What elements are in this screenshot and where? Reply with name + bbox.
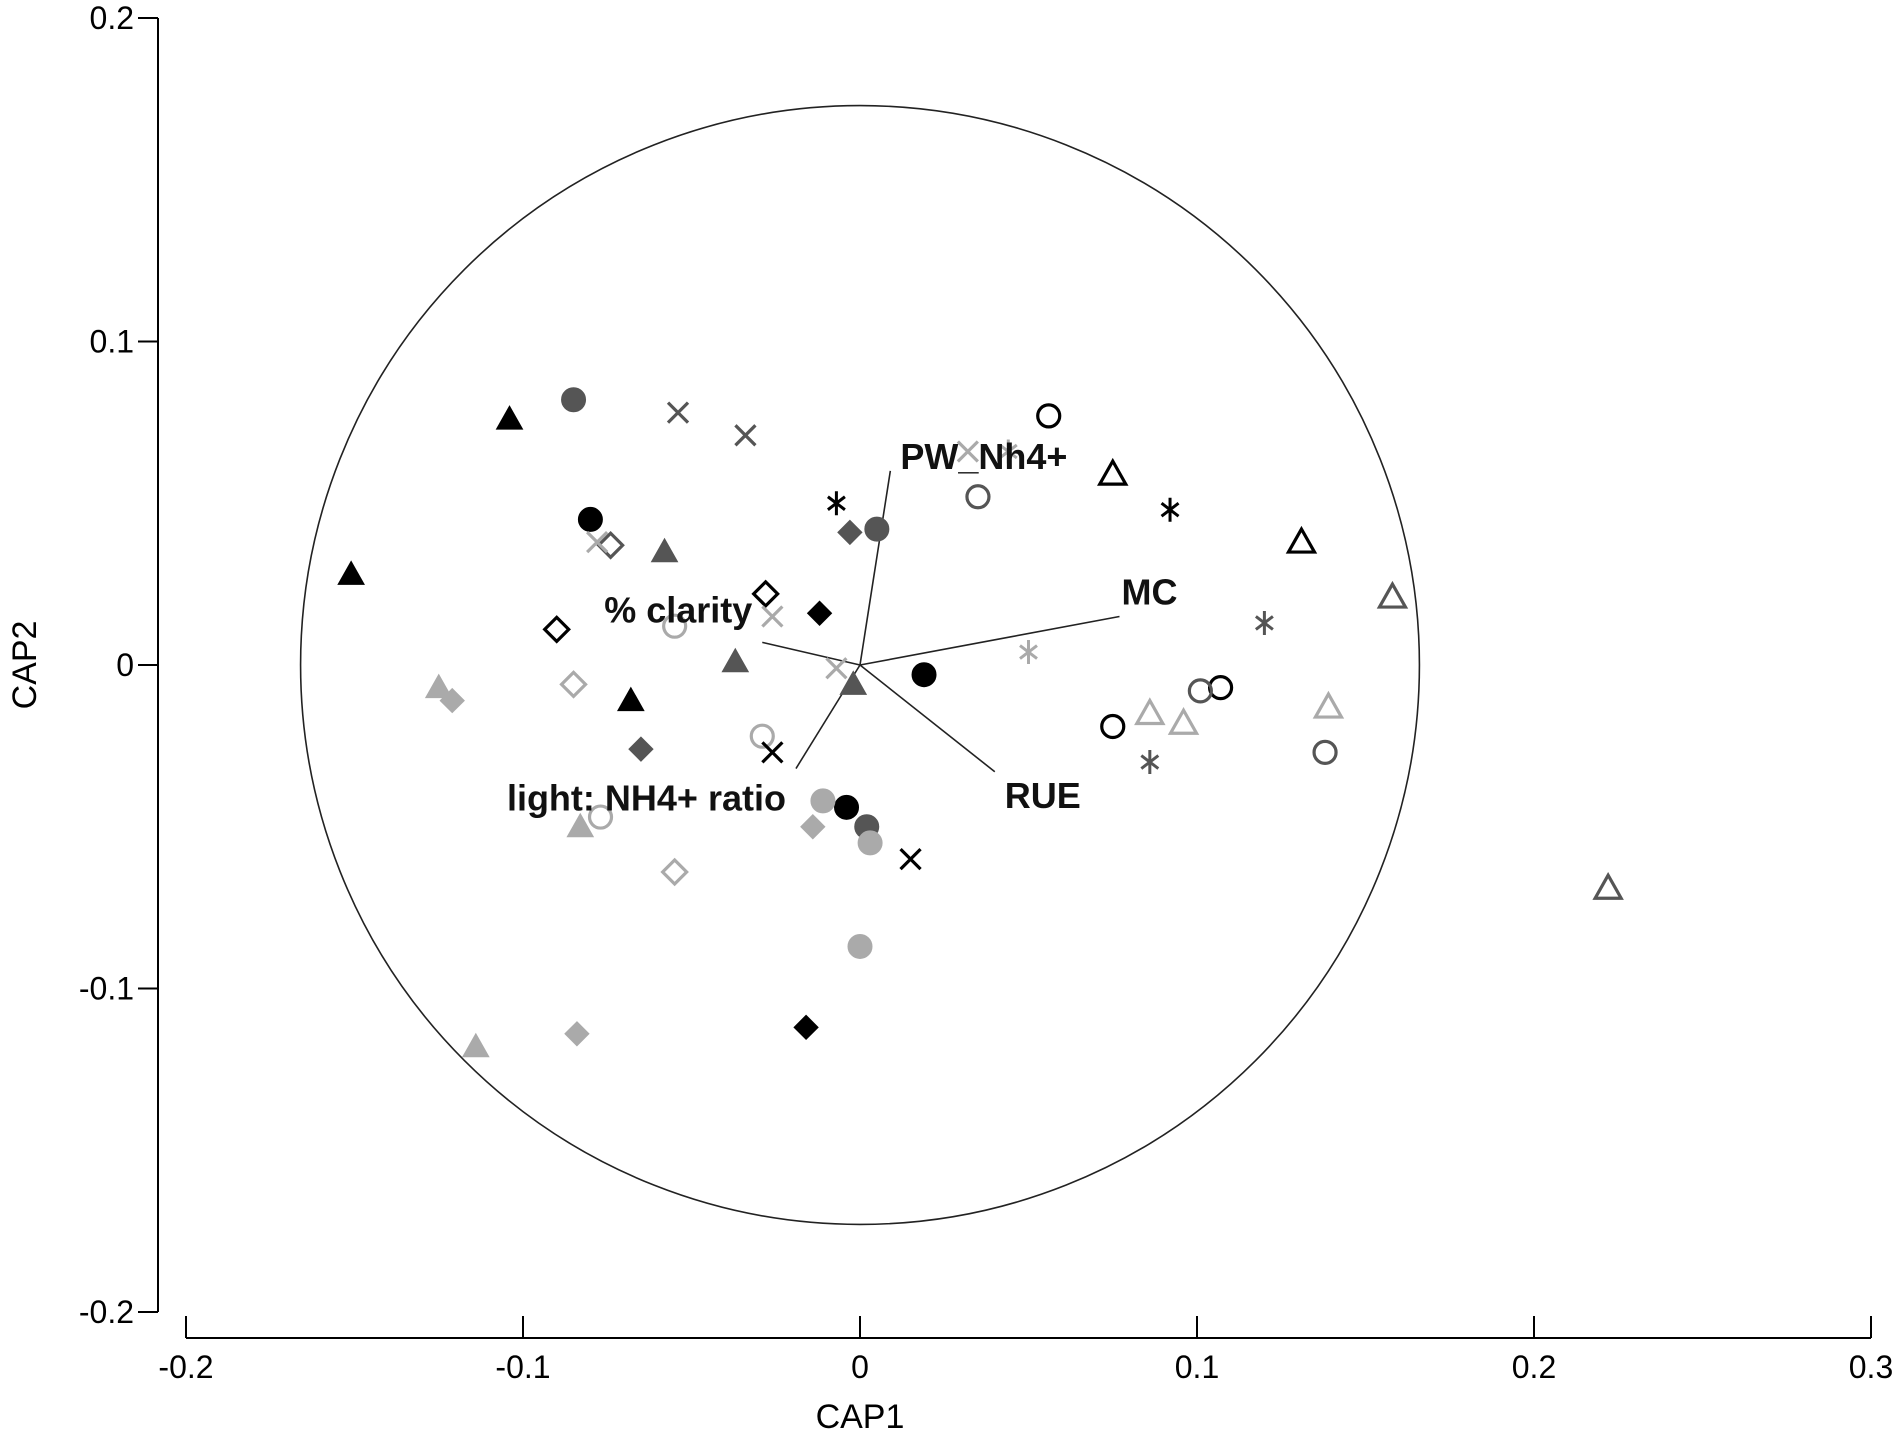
vector-line (762, 641, 861, 666)
point-asterisk (1254, 610, 1274, 635)
x-axis: -0.2 -0.1 0 0.1 0.2 0.3 (158, 1316, 1893, 1385)
point-diamond (793, 1014, 819, 1041)
point-triangle (1285, 525, 1318, 554)
correlation-circle (299, 104, 1421, 1226)
x-axis-title: CAP1 (816, 1398, 905, 1436)
point-triangle (1592, 871, 1624, 900)
point-circle (810, 788, 836, 814)
point-triangle (1167, 706, 1200, 735)
point-circle (857, 830, 883, 856)
point-diamond (660, 857, 689, 887)
point-cross (899, 847, 922, 871)
point-asterisk (1140, 750, 1160, 775)
vector-label: RUE (1005, 775, 1081, 816)
y-tick-label: 0.1 (90, 324, 134, 360)
point-triangle (424, 673, 453, 699)
point-asterisk (998, 439, 1018, 464)
point-triangle (721, 647, 750, 673)
point-triangle (461, 1032, 490, 1058)
point-circle (911, 662, 937, 688)
point-triangle (1312, 690, 1345, 719)
point-cross (761, 605, 784, 628)
point-triangle (1097, 457, 1129, 486)
vector-label: % clarity (604, 589, 752, 630)
point-circle (864, 516, 890, 542)
vector-line (859, 615, 1120, 666)
x-tick-label: 0.2 (1512, 1349, 1556, 1385)
data-points (337, 387, 1624, 1058)
point-circle (749, 723, 775, 749)
vector-line (859, 664, 996, 773)
point-cross (825, 657, 848, 680)
point-triangle (566, 812, 595, 838)
point-diamond (564, 1021, 590, 1047)
point-asterisk (1019, 640, 1038, 665)
point-cross (761, 741, 784, 764)
point-triangle (495, 405, 524, 430)
point-cross (586, 530, 609, 554)
point-triangle (337, 560, 365, 585)
point-circle (1207, 675, 1234, 701)
point-triangle (650, 537, 679, 563)
vector-line (859, 470, 892, 666)
point-cross (956, 440, 979, 463)
vector-label: MC (1121, 571, 1177, 612)
y-axis-title: CAP2 (6, 621, 44, 710)
vector-labels: PW_Nh4+ MC RUE % clarity light: NH4+ ratio (507, 436, 1178, 819)
point-circle (1312, 739, 1338, 765)
x-tick-label: 0.1 (1175, 1349, 1219, 1385)
y-tick-label: 0.2 (90, 0, 134, 36)
point-circle (577, 506, 603, 532)
point-asterisk (1160, 497, 1180, 522)
point-diamond (751, 579, 780, 609)
x-tick-label: -0.2 (158, 1349, 213, 1385)
point-triangle (616, 686, 645, 712)
point-triangle (839, 670, 868, 695)
point-diamond (559, 670, 588, 699)
vector-label: PW_Nh4+ (900, 436, 1067, 477)
x-tick-label: 0.3 (1849, 1349, 1893, 1385)
y-tick-label: 0 (116, 647, 134, 683)
point-circle (1036, 403, 1062, 429)
point-circle (1100, 713, 1126, 740)
point-diamond (542, 615, 571, 644)
x-tick-label: -0.1 (495, 1349, 550, 1385)
point-circle (587, 804, 614, 830)
y-tick-label: -0.2 (79, 1294, 134, 1330)
point-circle (662, 613, 688, 639)
point-circle (847, 933, 873, 959)
vector-label: light: NH4+ ratio (507, 778, 786, 819)
point-triangle (1134, 697, 1166, 726)
point-circle (561, 387, 587, 413)
x-tick-label: 0 (851, 1349, 869, 1385)
point-diamond (837, 519, 863, 546)
point-diamond (596, 531, 625, 560)
point-diamond (806, 600, 833, 626)
point-diamond (628, 736, 654, 762)
y-axis: -0.2 -0.1 0 0.1 0.2 (79, 0, 159, 1330)
y-tick-label: -0.1 (79, 971, 134, 1007)
point-circle (965, 484, 991, 510)
point-cross (666, 401, 690, 424)
point-circle (834, 794, 860, 820)
point-circle (1187, 678, 1213, 704)
point-asterisk (826, 491, 846, 516)
point-diamond (439, 687, 465, 714)
point-triangle (1376, 580, 1409, 609)
point-cross (734, 424, 757, 447)
point-diamond (800, 814, 826, 840)
